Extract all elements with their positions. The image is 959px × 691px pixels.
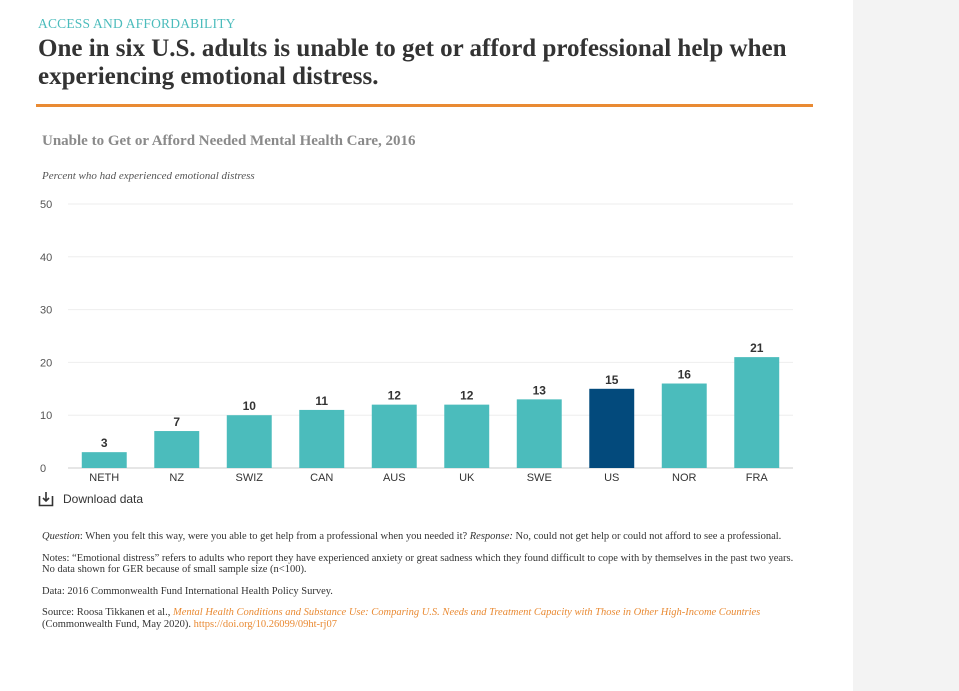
source-middle: (Commonwealth Fund, May 2020). — [42, 618, 194, 630]
x-tick-label: CAN — [310, 472, 333, 484]
data-label: 11 — [315, 394, 328, 408]
question-text: : When you felt this way, were you able … — [79, 531, 470, 542]
data-label: 16 — [678, 368, 692, 382]
data-source-text: Data: 2016 Commonwealth Fund Internation… — [42, 585, 333, 597]
y-tick-label: 50 — [40, 199, 52, 211]
chart-subtitle: Percent who had experienced emotional di… — [42, 170, 255, 182]
x-tick-label: SWIZ — [236, 472, 264, 484]
y-tick-label: 40 — [40, 252, 52, 264]
bar — [589, 388, 635, 468]
source-title-link[interactable]: Mental Health Conditions and Substance U… — [172, 607, 761, 618]
question-label: Question — [42, 531, 80, 542]
x-tick-label: FRA — [746, 472, 769, 484]
bar — [444, 404, 490, 468]
data-label: 12 — [388, 389, 402, 403]
data-label: 15 — [605, 373, 619, 387]
bar — [661, 383, 707, 468]
y-tick-label: 30 — [40, 305, 52, 317]
data-label: 21 — [750, 341, 764, 355]
y-tick-label: 10 — [40, 410, 52, 422]
x-tick-label: US — [604, 472, 619, 484]
page-headline: One in six U.S. adults is unable to get … — [38, 35, 787, 90]
chart-notes: Question: When you felt this way, were y… — [42, 531, 802, 640]
data-label: 10 — [243, 399, 257, 413]
bar — [371, 404, 417, 468]
response-text: No, could not get help or could not affo… — [512, 531, 782, 542]
download-label: Download data — [63, 492, 144, 506]
x-tick-label: NZ — [169, 472, 184, 484]
source-note: Source: Roosa Tikkanen et al., Mental He… — [42, 607, 802, 630]
data-label: 12 — [460, 389, 474, 403]
data-label: 13 — [533, 383, 547, 397]
source-doi-link[interactable]: https://doi.org/10.26099/09ht-rj07 — [193, 618, 337, 630]
bar-chart: 0 10 20 30 40 50 3 NETH 7 NZ 10 SWIZ 11 CAN 12 AUS 12 UK 1… — [40, 199, 793, 484]
data-label: 7 — [173, 415, 180, 429]
bar — [299, 409, 345, 468]
bar — [226, 415, 272, 468]
data-label: 3 — [101, 436, 108, 450]
notes-text: Notes: “Emotional distress” refers to ad… — [42, 552, 794, 576]
y-tick-label: 20 — [40, 357, 52, 369]
chart-title: Unable to Get or Afford Needed Mental He… — [42, 133, 416, 149]
main-content: ACCESS AND AFFORDABILITY One in six U.S.… — [36, 16, 813, 640]
right-side-panel — [853, 0, 959, 691]
accent-divider — [36, 104, 813, 107]
x-tick-label: UK — [459, 472, 475, 484]
bar — [734, 357, 780, 468]
download-icon — [38, 491, 56, 507]
download-data-button[interactable]: Download data — [38, 491, 143, 507]
x-tick-label: SWE — [527, 472, 552, 484]
x-tick-label: NETH — [89, 472, 119, 484]
response-label: Response: — [469, 531, 513, 542]
question-note: Question: When you felt this way, were y… — [42, 531, 802, 543]
source-prefix: Source: Roosa Tikkanen et al., — [42, 607, 173, 618]
x-tick-label: AUS — [383, 472, 406, 484]
section-kicker: ACCESS AND AFFORDABILITY — [38, 16, 236, 31]
bar — [154, 431, 200, 468]
bar — [516, 399, 562, 468]
x-tick-label: NOR — [672, 472, 697, 484]
y-tick-label: 0 — [40, 463, 46, 475]
bar — [81, 452, 127, 468]
